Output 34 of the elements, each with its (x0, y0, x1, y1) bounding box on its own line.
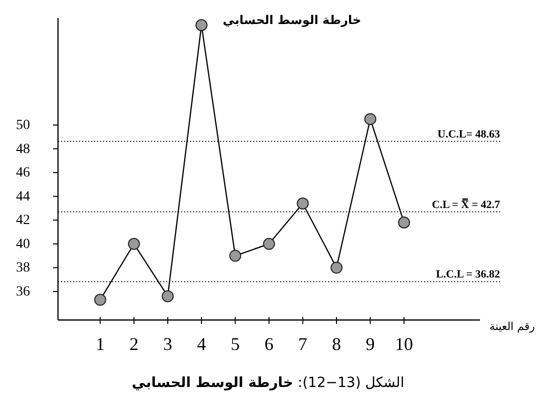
point (296, 197, 309, 210)
ref-line-label: L.C.L = 36.82 (436, 268, 500, 281)
ref-line-label: C.L = X̿ = 42.7 (432, 198, 500, 211)
x-tick-label: 1 (96, 334, 105, 354)
point (128, 238, 140, 250)
point (94, 294, 106, 306)
y-tick-label: 40 (16, 236, 30, 252)
y-tick-label: 46 (16, 165, 30, 180)
x-tick-label: 5 (230, 334, 240, 354)
x-tick-label: 2 (129, 334, 138, 354)
point (364, 113, 376, 126)
x-tick-label: 10 (395, 334, 414, 354)
y-tick-label: 36 (16, 284, 30, 299)
point (162, 290, 174, 302)
x-tick-label: 6 (264, 334, 274, 354)
x-axis-title: رقم العينة (489, 320, 535, 333)
x-tick-label: 7 (298, 334, 308, 354)
y-tick-label: 50 (16, 118, 30, 133)
x-tick-label: 9 (366, 334, 375, 354)
point (398, 216, 410, 229)
text: الشكل (13−12): خارطة الوسط الحسابي (132, 375, 404, 391)
point (330, 262, 343, 274)
x-tick-label: 4 (196, 334, 206, 354)
y-tick-label: 44 (16, 188, 30, 204)
point (229, 250, 242, 262)
x-tick-label: 3 (163, 334, 172, 354)
y-tick-label: 38 (16, 260, 30, 276)
x-tick-label: 8 (332, 334, 342, 354)
point (263, 238, 275, 250)
y-tick-label: 42 (16, 212, 30, 228)
y-tick-label: 48 (16, 141, 30, 156)
point (195, 19, 208, 32)
ref-line-label: U.C.L= 48.63 (438, 128, 500, 140)
chart-title: خارطة الوسط الحسابي (222, 13, 362, 27)
